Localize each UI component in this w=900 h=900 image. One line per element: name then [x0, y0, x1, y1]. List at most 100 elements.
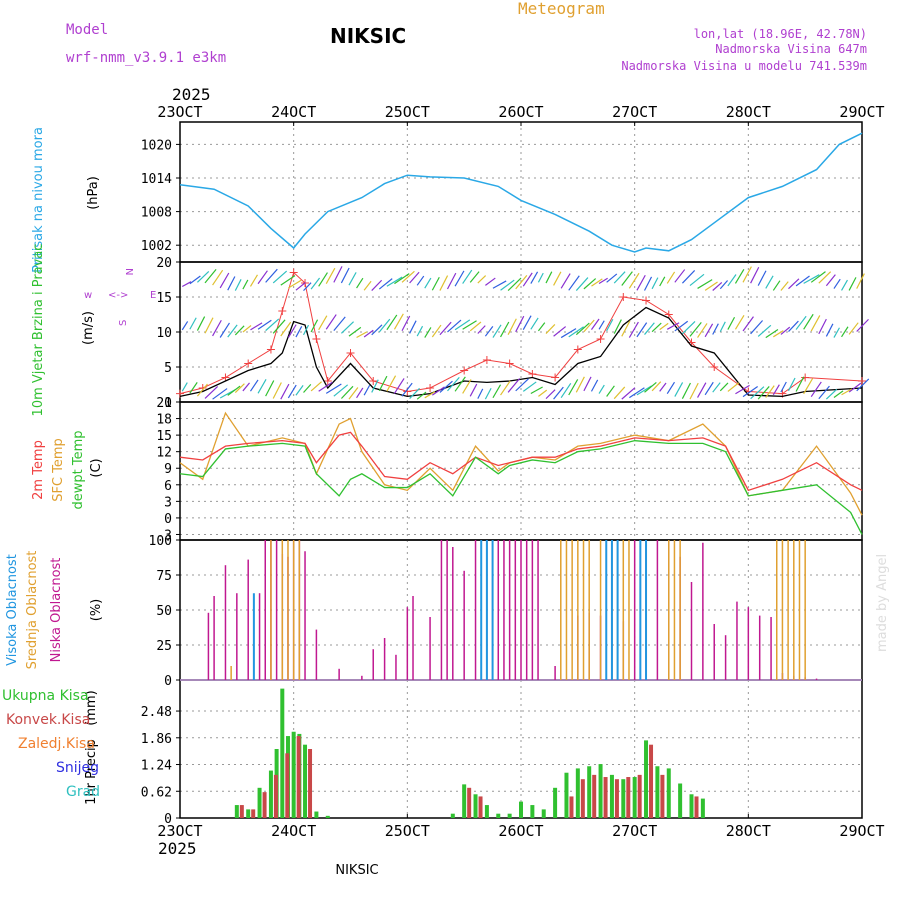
cloud-legend-2: Niska Oblacnost [49, 558, 64, 663]
wind-arrow [750, 266, 760, 284]
wind-arrow [386, 314, 398, 331]
wind-arrow [825, 388, 838, 400]
wind-arrow [772, 384, 780, 396]
meteogram-subtitle: Meteogram [518, 0, 605, 18]
wind-arrow [302, 324, 310, 336]
wind-arrow [795, 275, 810, 287]
precip-bar [530, 805, 535, 818]
wind-arrow [363, 384, 371, 396]
precip-bar [700, 798, 705, 818]
precip-bar [587, 766, 592, 818]
wind-arrow [666, 322, 680, 330]
wind-arrow [742, 266, 752, 283]
wind-arrow [545, 389, 556, 400]
y-tick-label: 20 [156, 256, 172, 271]
wind-arrow [348, 326, 362, 337]
precip-bar [694, 796, 699, 818]
page-title: NIKSIC [330, 24, 406, 48]
model-name: wrf-nmm_v3.9.1 e3km [66, 50, 226, 66]
precip-title: 1hr Precip [84, 739, 99, 805]
y-tick-label: 25 [156, 639, 172, 654]
wind-arrow [462, 269, 473, 284]
wind-arrow [371, 324, 383, 336]
wind-arrow [803, 378, 814, 395]
model-altitude-label: Nadmorska Visina u modelu 741.539m [621, 59, 867, 73]
wind-arrow [651, 322, 662, 333]
wind-arrow [340, 385, 354, 399]
wind-arrow [803, 313, 814, 330]
wind-arrow [818, 271, 832, 284]
wind-arrow [636, 274, 646, 291]
wind-arrow [431, 276, 440, 291]
wind-arrow [841, 326, 849, 338]
wind-arrow [356, 331, 368, 339]
y-tick-label: 15 [156, 291, 172, 306]
wind-arrow [598, 277, 608, 284]
precip-bar [598, 764, 603, 818]
x-tick-label-top: 23OCT [157, 103, 202, 121]
wind-arrow [280, 321, 292, 337]
wind-arrow [689, 273, 705, 287]
wind-arrow [212, 269, 224, 286]
wind-arrow [848, 382, 862, 393]
wind-speed-line [179, 306, 863, 398]
wind-arrow [189, 382, 198, 394]
precip-legend-3: Snijeg [56, 760, 99, 776]
wind-arrow [416, 275, 425, 286]
wind-arrow [212, 388, 228, 400]
wind-arrow [773, 330, 784, 338]
wind-arrow [432, 386, 445, 396]
y-tick-label: 100 [149, 534, 172, 549]
wind-arrow [674, 269, 686, 283]
wind-arrow [621, 320, 631, 337]
wind-arrow [333, 384, 349, 397]
y-tick-label: 1002 [141, 239, 172, 254]
wind-arrow [560, 273, 571, 289]
precip-bar [262, 792, 267, 818]
y-tick-label: 0 [164, 812, 172, 827]
wind-arrow [644, 382, 657, 393]
wind-arrow [750, 320, 764, 335]
wind-arrow [454, 376, 466, 392]
wind-arrow [485, 277, 496, 286]
wind-arrow [590, 318, 600, 331]
precip-bar [519, 801, 523, 818]
x-tick-label-bottom: 25OCT [385, 822, 430, 840]
wind-arrow [447, 319, 462, 333]
wind-arrow [689, 322, 702, 337]
wind-arrow [621, 387, 636, 400]
wind-arrow [507, 378, 521, 393]
precip-bar [564, 772, 569, 818]
y-tick-label: 15 [156, 429, 172, 444]
precip-bar [666, 768, 671, 818]
precip-bar [614, 779, 619, 818]
wind-arrow [348, 272, 357, 286]
wind-arrow [591, 278, 603, 287]
wind-arrow [378, 375, 388, 392]
wind-arrow [272, 319, 286, 334]
precip-bar [649, 744, 654, 818]
x-tick-label-bottom: 28OCT [726, 822, 771, 840]
x-tick-label-top: 26OCT [498, 103, 543, 121]
wind-arrow [621, 271, 633, 286]
wind-arrow [378, 278, 393, 290]
y-tick-label: 1.86 [141, 732, 172, 747]
precip-bar [478, 796, 483, 818]
precip-bar [637, 774, 642, 818]
y-tick-label: 0 [164, 674, 172, 689]
wind-legend-north: N [123, 268, 134, 275]
wind-arrow [507, 277, 522, 291]
precip-bar [689, 794, 694, 818]
wind-arrow [583, 278, 597, 290]
wind-arrow [795, 315, 807, 330]
wind-arrow [416, 325, 424, 337]
y-tick-label: 2.48 [141, 705, 172, 720]
wind-arrow [841, 388, 853, 396]
wind-arrow [841, 279, 848, 291]
wind-arrow [833, 327, 840, 338]
wind-legend-east: E [150, 290, 156, 301]
precip-bar [580, 779, 585, 818]
wind-arrow [757, 324, 772, 337]
wind-title: 10m Vjetar Brzina i Pravac [31, 244, 46, 417]
wind-arrow [234, 325, 245, 336]
